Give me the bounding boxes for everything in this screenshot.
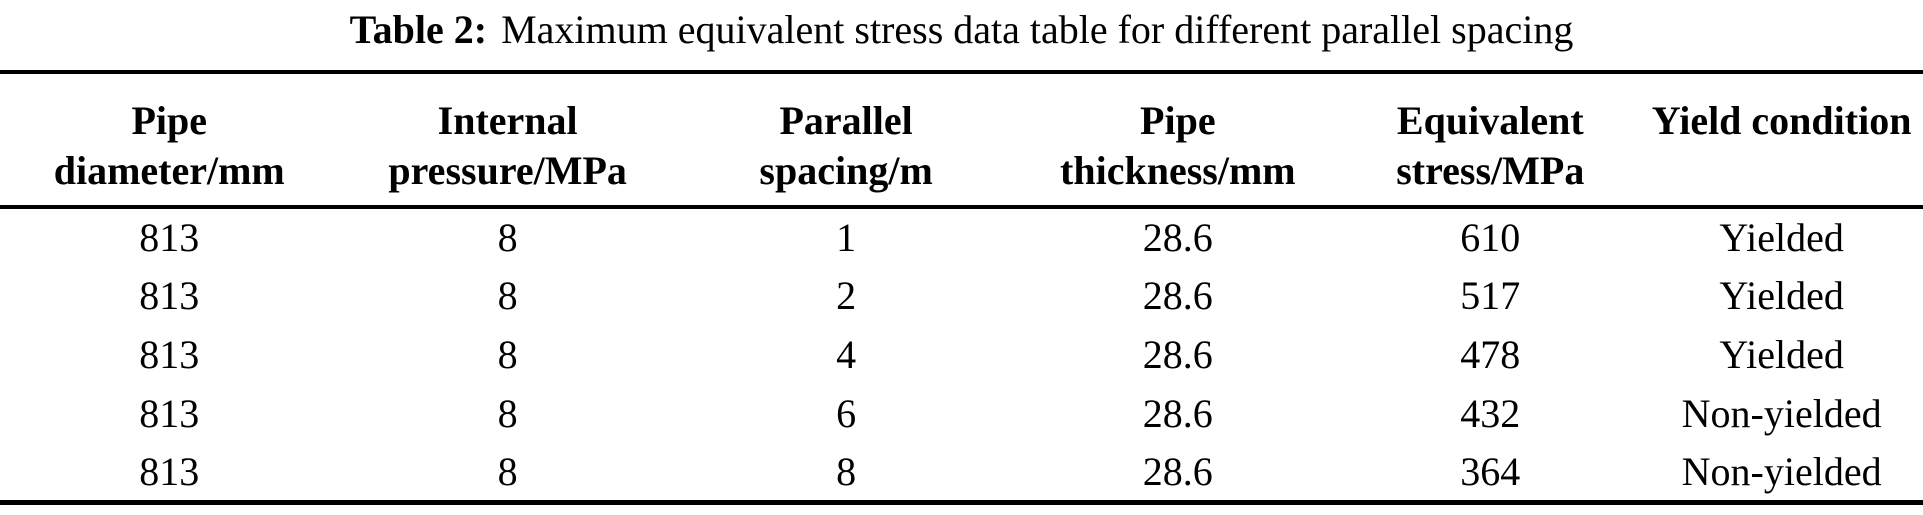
header-line2: spacing/m	[759, 148, 933, 193]
table-cell: 8	[497, 391, 518, 436]
table-cell: 8	[497, 273, 518, 318]
table-cell: 813	[139, 215, 200, 260]
table-cell: 8	[497, 332, 518, 377]
table-cell: Non-yielded	[1681, 448, 1882, 494]
header-line2: pressure/MPa	[388, 148, 627, 193]
table-cell: 1	[836, 215, 857, 260]
table-cell: 478	[1460, 332, 1521, 377]
table-cell: 8	[497, 448, 518, 494]
column-header-pipe-diameter: Pipe diameter/mm	[0, 72, 338, 207]
column-header-yield-condition: Yield condition	[1640, 72, 1923, 207]
table-cell: 8	[497, 215, 518, 260]
table-body: 813 8 1 28.6 610 Yielded 813 8 2 28.6 51…	[0, 207, 1923, 502]
table-cell: Non-yielded	[1681, 391, 1882, 436]
column-header-pipe-thickness: Pipe thickness/mm	[1015, 72, 1340, 207]
column-header-internal-pressure: Internal pressure/MPa	[338, 72, 676, 207]
table-cell: Yielded	[1719, 215, 1844, 260]
table-cell: 432	[1460, 391, 1521, 436]
table-cell: 610	[1460, 215, 1521, 260]
header-line1: Pipe	[131, 98, 207, 143]
header-line1: Pipe	[1140, 98, 1216, 143]
table-cell: 28.6	[1142, 273, 1213, 318]
table-cell: 813	[139, 273, 200, 318]
column-header-equivalent-stress: Equivalent stress/MPa	[1340, 72, 1640, 207]
caption-text: Maximum equivalent stress data table for…	[501, 7, 1574, 52]
table-cell: 28.6	[1142, 391, 1213, 436]
header-line2: thickness/mm	[1060, 148, 1296, 193]
table-row: 813 8 1 28.6 610 Yielded	[0, 207, 1923, 266]
table-cell: 813	[139, 448, 200, 494]
table-cell: Yielded	[1719, 332, 1844, 377]
caption-label: Table 2:	[349, 7, 488, 52]
header-row: Pipe diameter/mm Internal pressure/MPa P…	[0, 72, 1923, 207]
table-cell: 28.6	[1142, 448, 1213, 494]
table-cell: 2	[836, 273, 857, 318]
table-cell: 28.6	[1142, 332, 1213, 377]
table-cell: 28.6	[1142, 215, 1213, 260]
table-row: 813 8 8 28.6 364 Non-yielded	[0, 443, 1923, 502]
table-row: 813 8 2 28.6 517 Yielded	[0, 266, 1923, 325]
table-header: Pipe diameter/mm Internal pressure/MPa P…	[0, 72, 1923, 207]
header-line1: Equivalent	[1396, 98, 1584, 143]
header-line1: Internal	[437, 98, 578, 143]
table-caption: Table 2: Maximum equivalent stress data t…	[0, 0, 1923, 70]
table-cell: 813	[139, 391, 200, 436]
header-line2: diameter/mm	[53, 148, 285, 193]
table-row: 813 8 4 28.6 478 Yielded	[0, 325, 1923, 384]
table-cell: 8	[836, 448, 857, 494]
header-line2: stress/MPa	[1396, 148, 1585, 193]
column-header-parallel-spacing: Parallel spacing/m	[677, 72, 1015, 207]
header-line1: Yield condition	[1651, 98, 1912, 143]
data-table: Pipe diameter/mm Internal pressure/MPa P…	[0, 70, 1923, 505]
table-cell: 813	[139, 332, 200, 377]
table-cell: 6	[836, 391, 857, 436]
header-line1: Parallel	[779, 98, 913, 143]
table-cell: 364	[1460, 448, 1521, 494]
table-cell: 517	[1460, 273, 1521, 318]
table-cell: 4	[836, 332, 857, 377]
table-row: 813 8 6 28.6 432 Non-yielded	[0, 384, 1923, 443]
table-cell: Yielded	[1719, 273, 1844, 318]
